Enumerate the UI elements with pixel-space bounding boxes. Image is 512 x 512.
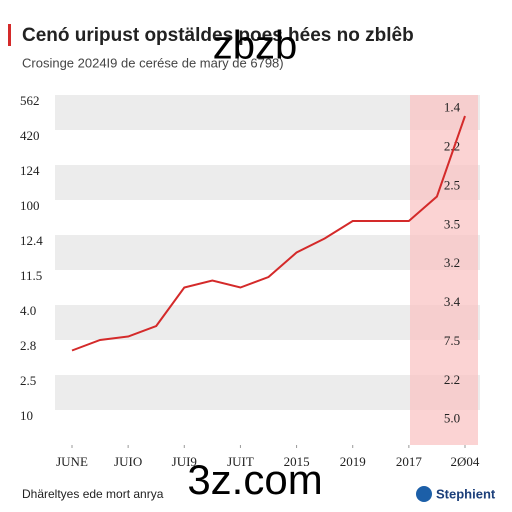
annotation: 2.5: [444, 177, 460, 192]
stripe: [55, 235, 480, 270]
y-tick-label: 100: [20, 198, 40, 213]
x-tick-label: JUNE: [56, 454, 88, 469]
plot: 562 420 124 100 12.4 11.5 4.0 2.8 2.5 10 1.4 2.2 2.5…: [20, 93, 480, 469]
x-tick-label: 2015: [284, 454, 310, 469]
footer: Dhäreltyes ede mort anrya: [22, 487, 164, 501]
stripe: [55, 95, 480, 130]
logo: Stephient: [436, 486, 496, 501]
x-tick-label: 2017: [396, 454, 423, 469]
y-tick-label: 2.8: [20, 338, 36, 353]
stripe: [55, 165, 480, 200]
x-tick-label: JUIO: [114, 454, 142, 469]
stripe: [55, 340, 480, 375]
stripe: [55, 270, 480, 305]
chart-title: Cenó uripust opstäldes poes hées no zblê…: [22, 25, 414, 46]
y-tick-label: 4.0: [20, 303, 36, 318]
annotation: 5.0: [444, 411, 460, 426]
annotation: 3.5: [444, 216, 460, 231]
annotation: 7.5: [444, 333, 460, 348]
x-tick-label: 2Ø04: [451, 454, 480, 469]
stripe: [55, 130, 480, 165]
y-tick-label: 562: [20, 93, 40, 108]
title-accent: [8, 24, 11, 46]
y-tick-label: 10: [20, 408, 33, 423]
highlight-region: [410, 95, 478, 445]
y-tick-label: 124: [20, 163, 40, 178]
y-tick-label: 2.5: [20, 373, 36, 388]
watermark: 3z.com: [187, 456, 322, 503]
line: [71, 115, 466, 352]
annotation: 3.4: [444, 294, 461, 309]
annotation: 3.2: [444, 255, 460, 270]
stripe: [55, 410, 480, 445]
logo-icon: [416, 486, 432, 502]
y-tick-label: 11.5: [20, 268, 42, 283]
chart-subtitle: Crosinge 2024I9 de cerése de mary de 679…: [22, 55, 284, 70]
stripe: [55, 305, 480, 340]
stripe: [55, 375, 480, 410]
watermark: zbzb: [213, 24, 298, 68]
stripe: [55, 200, 480, 235]
annotation: 2.2: [444, 372, 460, 387]
y-tick-label: 420: [20, 128, 40, 143]
plot-background: [55, 95, 480, 445]
x-tick-label: JUI9: [172, 454, 197, 469]
x-tick-label: JUIT: [227, 454, 254, 469]
y-tick-label: 12.4: [20, 233, 43, 248]
x-tick-label: 2019: [340, 454, 366, 469]
annotation: 1.4: [444, 100, 461, 115]
